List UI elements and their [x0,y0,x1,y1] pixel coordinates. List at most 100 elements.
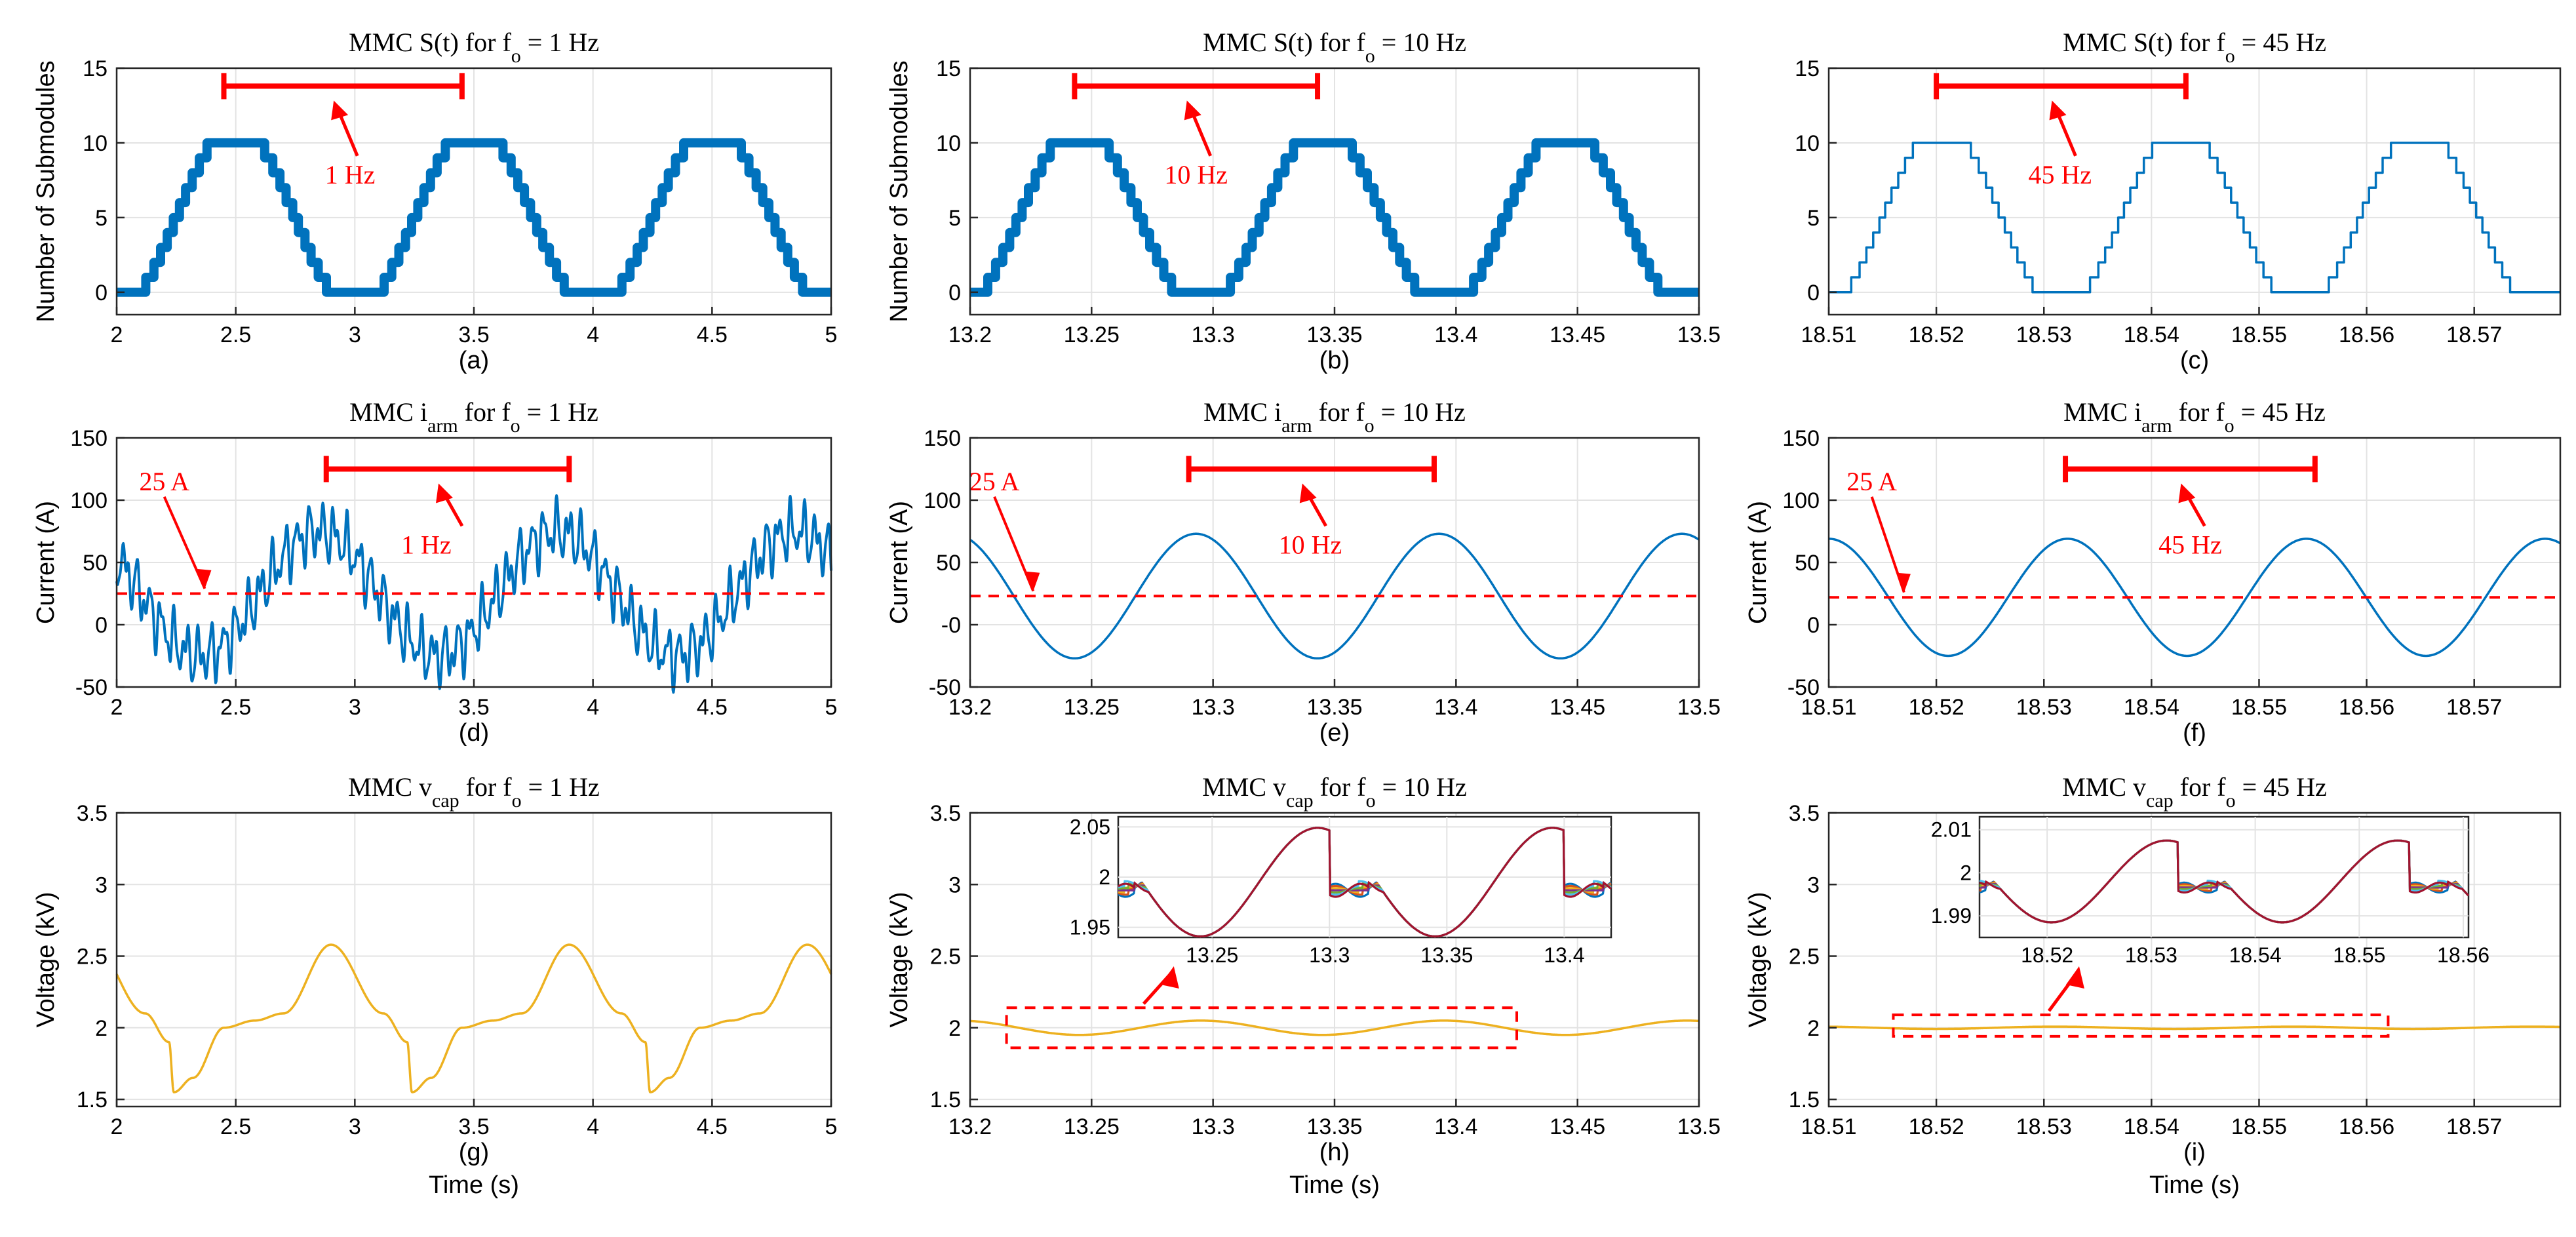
title-text: MMC i [349,397,427,427]
title-text: = 1 Hz [520,397,598,427]
title-text: MMC S(t) for f [349,28,511,57]
x-tick-label: 13.3 [1192,323,1235,347]
inset-h: 13.25 13.3 13.35 13.4 1.95 2 2.05 [1070,815,1612,1005]
x-tick-label: 4.5 [697,323,728,347]
title-subscript: arm [2141,415,2172,437]
panel-a: 1 Hz 2 2.5 3 3.5 4 4.5 5 0 5 10 15 MMC S(t) for fo =… [32,28,837,374]
x-tick-label: 3 [349,695,361,720]
series-line-S(t) [966,138,1704,297]
y-tick-label: 0 [948,281,961,305]
x-tick-label: 18.57 [2446,323,2502,347]
x-tick-label: 3.5 [458,695,489,720]
x-tick-label: 13.45 [1550,695,1605,720]
y-tick-label: 1.5 [930,1088,961,1112]
title-text: for f [458,397,511,427]
inset-x-tick-label: 18.55 [2333,943,2385,967]
period-arrow-head [436,483,454,503]
y-tick-label: 3 [948,873,961,897]
title-text: MMC v [348,772,432,802]
x-tick-label: 18.53 [2016,323,2072,347]
x-tick-label: 13.45 [1550,1114,1605,1139]
x-tick-label: 13.2 [948,323,992,347]
x-tick-label: 18.53 [2016,695,2072,720]
x-tick-label: 5 [825,695,838,720]
inset-x-tick-label: 18.56 [2437,943,2489,967]
y-tick-label: 1.5 [1789,1088,1820,1112]
title-text: = 1 Hz [521,28,599,57]
x-tick-label: 5 [825,1114,838,1139]
inset-series-line [1118,827,1612,938]
y-tick-label: 150 [924,426,961,451]
axes-frame [1827,812,2562,1108]
panel-h: 13.2 13.25 13.3 13.35 13.4 13.45 13.5 1.5 2 2.5 3 3… [886,772,1721,1199]
x-tick-label: 5 [825,323,838,347]
reference-arrow-head [1025,571,1040,591]
x-tick-label: 13.25 [1064,323,1120,347]
y-tick-label: -50 [929,675,961,700]
inset-y-tick-label: 2.01 [1931,818,1972,842]
inset-x-tick-label: 13.35 [1420,943,1473,967]
y-tick-label: 2 [1807,1016,1820,1041]
title-subscript: o [2225,415,2234,437]
series-line-S(t) [112,138,836,297]
title-text: for f [2172,397,2225,427]
inset-x-tick-label: 13.25 [1186,943,1238,967]
panel-title: MMC S(t) for fo = 10 Hz [1203,28,1466,67]
period-arrow-head [331,100,349,121]
title-text: = 1 Hz [522,772,600,802]
y-axis-label: Voltage (kV) [1744,892,1772,1028]
panel-title: MMC S(t) for fo = 45 Hz [2063,28,2326,67]
panel-label: (d) [459,719,489,747]
period-label: 1 Hz [401,530,452,559]
y-tick-label: 100 [70,488,107,513]
inset-y-tick-label: 2 [1960,861,1972,884]
x-tick-label: 18.56 [2339,323,2394,347]
x-tick-label: 13.5 [1677,323,1721,347]
x-tick-label: 13.35 [1306,1114,1362,1139]
x-tick-label: 18.51 [1801,323,1856,347]
title-text: = 10 Hz [1375,397,1466,427]
x-tick-label: 18.52 [1909,695,1964,720]
x-tick-label: 13.45 [1550,323,1605,347]
inset-x-tick-label: 18.54 [2229,943,2282,967]
x-tick-label: 13.25 [1064,695,1120,720]
period-arrow-head [1299,483,1317,503]
y-tick-label: -0 [941,613,961,638]
title-subscript: o [1365,415,1375,437]
y-axis-label: Current (A) [1744,501,1772,624]
x-tick-label: 18.52 [1909,323,1964,347]
title-subscript: o [511,415,520,437]
title-text: = 45 Hz [2236,772,2327,802]
inset-x-tick-label: 13.4 [1544,943,1584,967]
reference-arrow [163,496,206,589]
y-tick-label: 50 [936,551,961,576]
zoom-arrow-head [2065,966,2084,989]
panel-label: (e) [1319,719,1350,747]
x-tick-label: 18.54 [2124,323,2179,347]
y-tick-label: 50 [1795,551,1820,576]
title-text: for f [2174,772,2227,802]
period-label: 45 Hz [2029,160,2092,189]
x-tick-label: 18.55 [2231,323,2287,347]
panel-i: 18.51 18.52 18.53 18.54 18.55 18.56 18.57 1.5 2 2… [1744,772,2562,1199]
panel-d: 25 A 1 Hz 2 2.5 3 3.5 4 4.5 5 -50 0 50 100 150 MMC iar… [32,397,837,747]
x-tick-label: 13.3 [1192,1114,1235,1139]
y-tick-label: 100 [1782,488,1820,513]
x-tick-label: 2 [111,323,123,347]
y-tick-label: 2 [948,1016,961,1041]
panel-title: MMC iarm for fo = 45 Hz [2063,397,2326,437]
y-tick-label: 0 [95,281,107,305]
x-tick-label: 4 [587,695,599,720]
x-tick-label: 13.4 [1434,323,1477,347]
x-tick-label: 18.51 [1801,1114,1856,1139]
y-tick-label: 3 [95,873,107,897]
x-tick-label: 18.57 [2446,1114,2502,1139]
zoom-arrow-head [1160,966,1179,989]
panel-e: 25 A 10 Hz 13.2 13.25 13.3 13.35 13.4 13.45 13.5… [886,397,1721,747]
title-subscript: arm [427,415,458,437]
panel-title: MMC vcap for fo = 1 Hz [348,772,600,812]
y-tick-label: 15 [83,56,107,81]
y-axis-label: Number of Submodules [886,60,913,322]
title-text: = 45 Hz [2234,397,2326,427]
